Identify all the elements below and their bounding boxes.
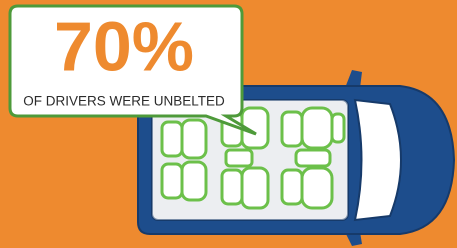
infographic: 70% OF DRIVERS WERE UNBELTED xyxy=(0,0,457,248)
caption: OF DRIVERS WERE UNBELTED xyxy=(23,94,225,109)
seats xyxy=(162,108,344,208)
page: 70% OF DRIVERS WERE UNBELTED (() => { co… xyxy=(0,0,457,248)
percentage: 70% xyxy=(54,7,194,85)
